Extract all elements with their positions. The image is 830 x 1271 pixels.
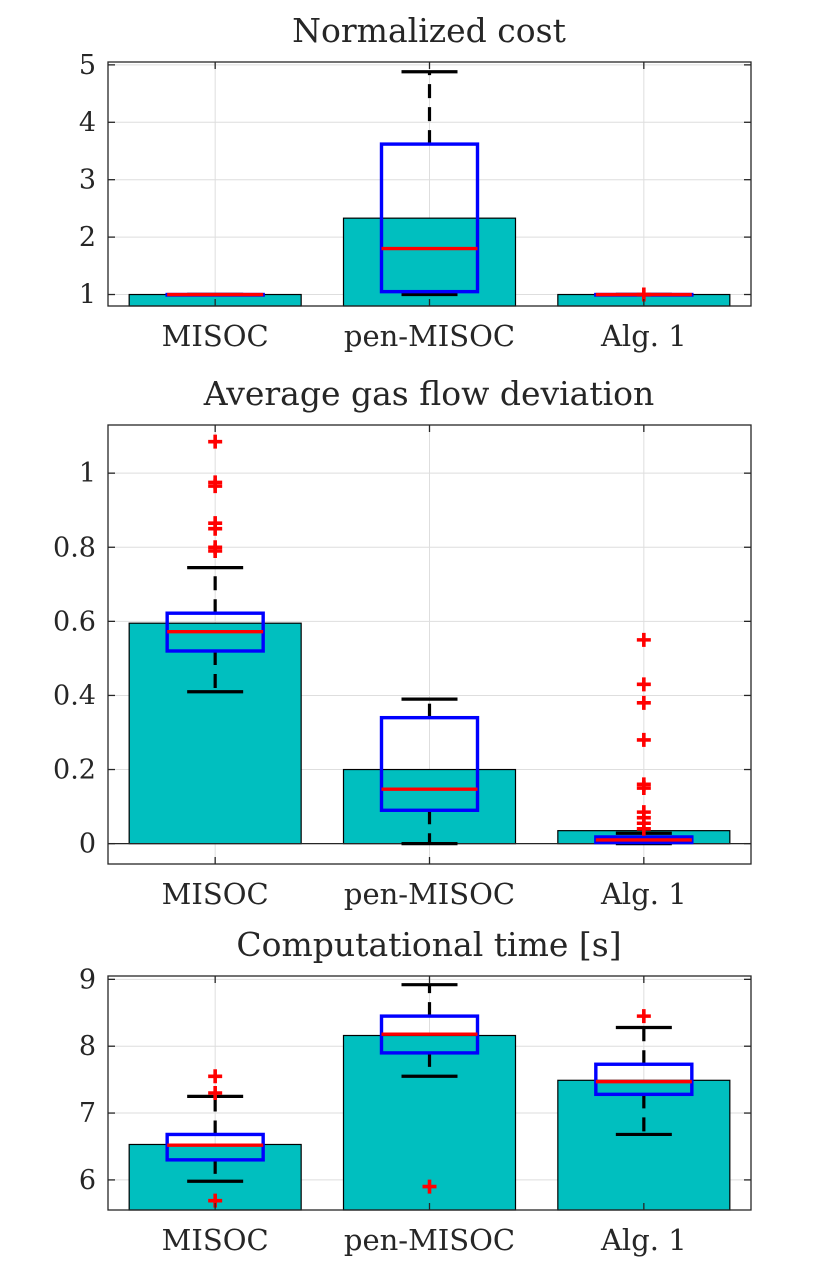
panel-average-gas-flow-deviation: Average gas flow deviation 0 0.2 0.4 0.6 0.8… [53,374,752,911]
x-tick-label: pen-MISOC [344,877,515,911]
outlier-marker [208,475,223,490]
panel-title: Normalized cost [292,11,566,50]
y-tick-label: 1 [79,280,96,311]
box [379,715,480,812]
outlier-marker [208,540,223,555]
x-tick-label: MISOC [162,1223,269,1257]
y-tick-label: 5 [79,50,96,81]
bar [342,768,517,845]
y-tick-label: 4 [79,107,96,138]
y-tick-label: 0.4 [53,680,96,711]
y-tick-label: 0.8 [53,532,96,563]
panel-normalized-cost: Normalized cost 1 2 3 4 5 MISOC pen-MISOC Alg. … [79,11,752,353]
y-tick-label: 0.6 [53,606,96,637]
plot-area: 1 2 3 4 5 MISOC pen-MISOC Alg. 1 [79,50,752,353]
y-tick-label: 0 [79,829,96,860]
x-tick-label: pen-MISOC [344,319,515,353]
y-tick-label: 1 [79,458,96,489]
y-tick-label: 9 [79,964,96,995]
y-tick-label: 6 [79,1165,96,1196]
panel-computational-time: Computational time [s] 6 7 8 9 MISOC pen-MISO… [79,925,752,1257]
x-tick-label: pen-MISOC [344,1223,515,1257]
panel-title: Computational time [s] [236,925,621,964]
x-tick-label: Alg. 1 [600,1223,687,1257]
outlier-marker [636,777,651,792]
outlier-marker [636,695,651,710]
y-tick-label: 7 [79,1098,96,1129]
box [594,1062,694,1097]
x-tick-label: Alg. 1 [600,319,687,353]
y-tick-label: 2 [79,222,96,253]
y-tick-label: 8 [79,1031,96,1062]
outlier-marker [636,732,651,747]
outlier-marker [208,434,223,449]
plot-area: 6 7 8 9 MISOC pen-MISOC Alg. 1 [79,964,752,1257]
outlier-marker [208,1086,223,1100]
outlier-marker [636,1009,651,1024]
plot-area: 0 0.2 0.4 0.6 0.8 1 MISOC pen-MISOC Alg. 1 [53,424,752,911]
box [165,1132,265,1162]
outlier-marker [636,677,651,692]
x-tick-label: MISOC [162,319,269,353]
x-tick-label: Alg. 1 [600,877,687,911]
outlier-marker [208,1069,223,1084]
outlier-marker [422,1179,437,1194]
outlier-marker [636,805,651,820]
y-tick-label: 0.2 [53,755,96,786]
panel-title: Average gas flow deviation [203,374,655,413]
box [379,142,480,294]
outlier-marker [636,632,651,647]
outlier-marker [208,516,223,531]
x-tick-label: MISOC [162,877,269,911]
y-tick-label: 3 [79,165,96,196]
